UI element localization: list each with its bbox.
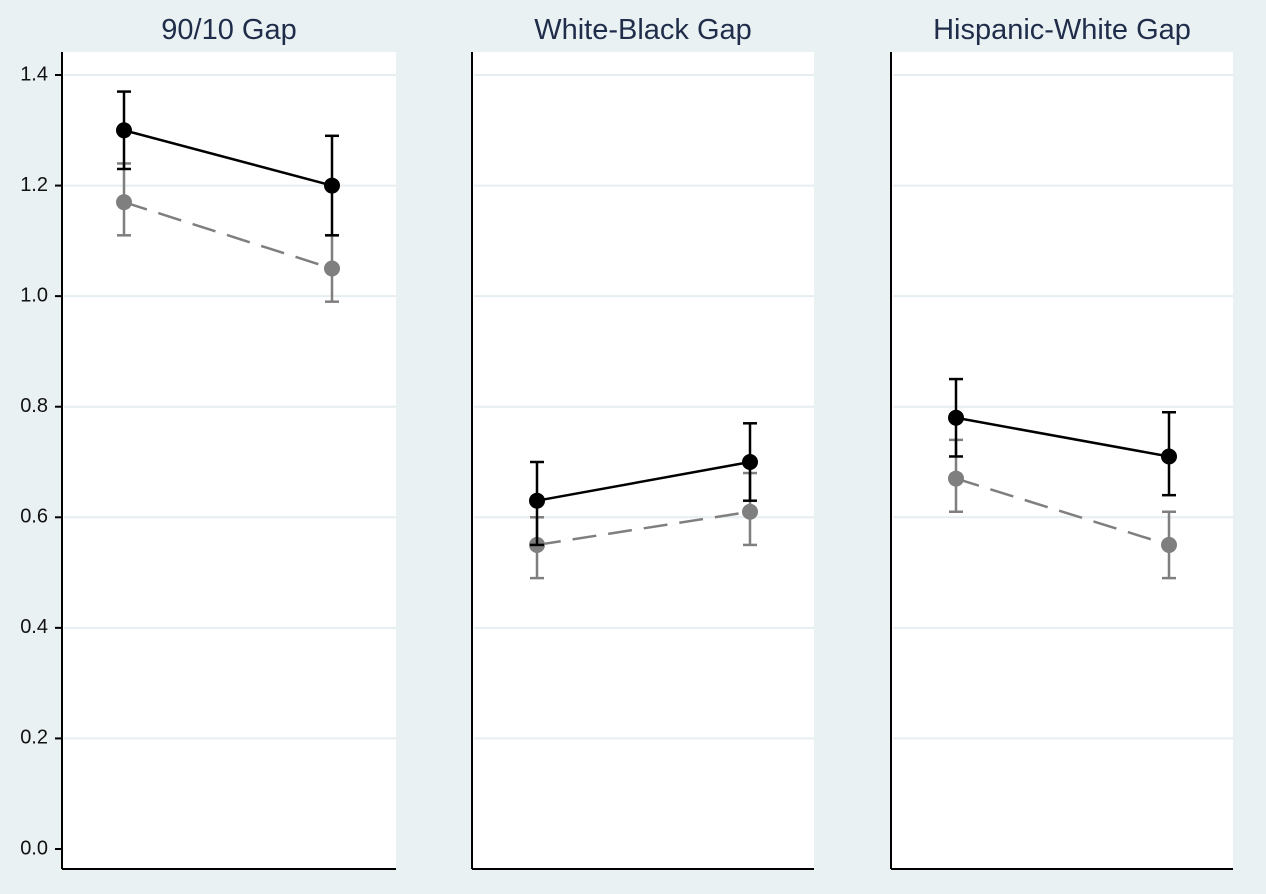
data-point [1161,536,1177,553]
y-tick-label: 1.4 [20,63,48,85]
data-point [324,177,340,194]
data-point [529,492,545,509]
series-line [955,416,1170,458]
y-tick-label: 0.8 [20,395,48,417]
series-1 [116,90,340,237]
y-tick-label: 0.4 [20,616,48,638]
data-point [324,260,340,277]
data-point [1161,448,1177,465]
panel-title: Hispanic-White Gap [933,14,1191,46]
series-line [123,200,333,270]
y-tick-label: 1.0 [20,284,48,306]
y-tick-label: 0.6 [20,506,48,528]
data-point [116,122,132,139]
panel-1: 0.0 0.2 0.4 0.6 0.8 1.0 1.2 1.4 90/10 Gap [20,14,396,870]
data-point [948,409,964,426]
series-line [123,129,333,187]
data-point [948,470,964,487]
series-1 [529,422,758,547]
panel-2: White-Black Gap [471,14,814,870]
y-tick-label: 0.2 [20,727,48,749]
plot-area [472,52,814,869]
y-tick-label: 0.0 [20,837,48,859]
y-tick-label: 1.2 [20,174,48,196]
data-point [742,454,758,470]
series-line [955,477,1170,547]
plot-area [62,52,396,869]
data-point [742,503,758,520]
plot-area [891,52,1233,869]
series-line [536,460,751,502]
data-point [116,194,132,211]
panel-3: Hispanic-White Gap [890,14,1233,870]
panel-title: 90/10 Gap [161,14,296,46]
panel-title: White-Black Gap [534,14,752,46]
series-1 [948,377,1177,497]
